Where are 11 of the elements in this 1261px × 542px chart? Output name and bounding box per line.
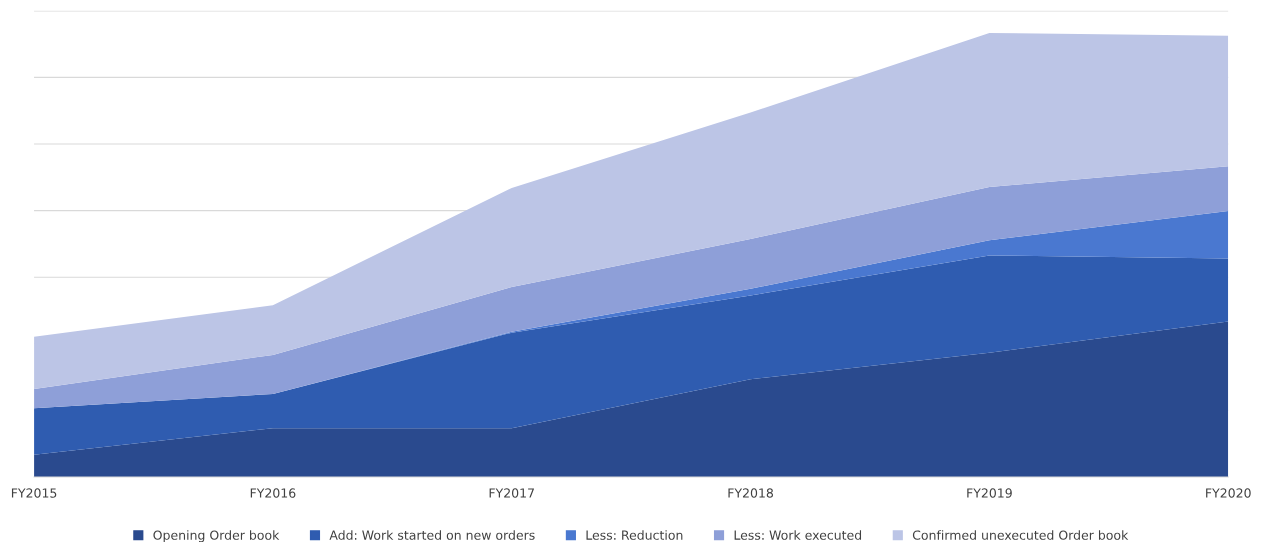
x-tick-label: FY2019	[967, 488, 1012, 498]
x-tick-label: FY2018	[728, 488, 774, 498]
legend-label: Add: Work started on new orders	[329, 530, 535, 540]
x-tick-label: FY2016	[250, 488, 296, 498]
x-tick-label: FY2020	[1206, 488, 1251, 498]
legend-label: Less: Work executed	[734, 530, 862, 540]
x-tick-label: FY2015	[11, 488, 57, 498]
legend-label: Opening Order book	[153, 530, 280, 542]
legend-label: Less: Reduction	[586, 530, 683, 540]
legend-label: Confirmed unexecuted Order book	[912, 530, 1129, 540]
x-tick-label: FY2017	[489, 488, 534, 498]
